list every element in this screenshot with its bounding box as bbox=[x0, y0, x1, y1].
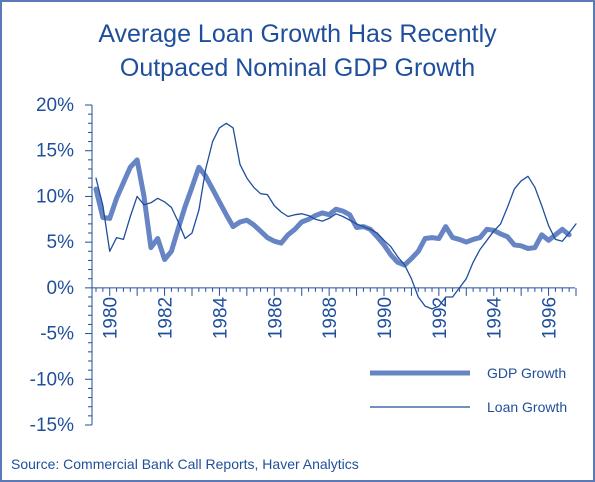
x-tick-label: 1994 bbox=[485, 296, 506, 339]
y-tick-label: 20% bbox=[36, 95, 74, 116]
legend-label: GDP Growth bbox=[487, 365, 566, 381]
chart-source-note: Source: Commercial Bank Call Reports, Ha… bbox=[11, 456, 359, 472]
legend-label: Loan Growth bbox=[487, 399, 567, 415]
x-tick-label: 1984 bbox=[210, 296, 231, 339]
y-tick-label: -10% bbox=[30, 369, 74, 390]
y-tick-label: 0% bbox=[47, 278, 75, 299]
y-tick-label: 15% bbox=[36, 141, 74, 162]
chart-title-line-1: Average Loan Growth Has Recently bbox=[98, 20, 497, 48]
x-tick-label: 1980 bbox=[101, 297, 122, 339]
x-tick-label: 1996 bbox=[540, 297, 561, 339]
y-tick-label: -5% bbox=[40, 324, 74, 345]
y-tick-label: 5% bbox=[47, 232, 75, 253]
series-line-gdp-growth bbox=[93, 157, 572, 268]
x-tick-label: 1986 bbox=[265, 297, 286, 339]
y-tick-label: -15% bbox=[30, 415, 74, 436]
series-line-loan-growth bbox=[95, 122, 577, 310]
x-tick-label: 1982 bbox=[156, 297, 177, 339]
y-tick-label: 10% bbox=[36, 186, 74, 207]
x-tick-label: 1990 bbox=[375, 297, 396, 339]
x-tick-label: 1988 bbox=[320, 297, 341, 339]
chart-title-line-2: Outpaced Nominal GDP Growth bbox=[119, 54, 476, 82]
